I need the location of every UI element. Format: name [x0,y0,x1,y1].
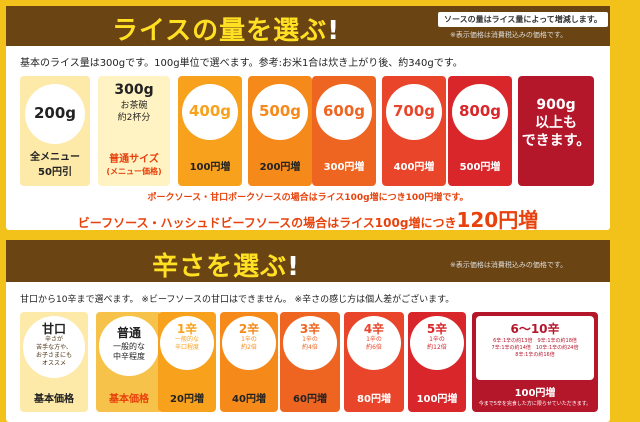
spice-level: 6〜10辛 [510,322,560,336]
rice-amount: 700g [392,102,436,120]
rice-option-400g[interactable]: 400g 100円増 [178,76,242,186]
rice-amount-circle [316,84,372,140]
rice-option-600g[interactable]: 600g 300円増 [312,76,376,186]
beef-sauce-note-text: ビーフソース・ハッシュドビーフソースの場合はライス100g増につき [77,216,457,230]
spice-detail: 1辛の 約4倍 [302,336,318,351]
rice-price-sub: (メニュー価格) [106,167,162,176]
spice-price: 60円増 [293,394,327,405]
spice-detail: 1辛の 約6倍 [366,336,382,351]
spice-level: 普通 [116,326,141,340]
rice-amount-circle [25,84,85,144]
rice-price: 200円増 [259,162,301,173]
spice-option-4[interactable]: 4辛 1辛の 約6倍 80円増 [344,312,404,412]
rice-price: 普通サイズ [109,154,159,165]
rice-amount-circle [386,84,442,140]
spice-detail: 一般的な 辛口程度 [174,336,199,351]
spice-price: 基本価格 [34,394,74,405]
beef-sauce-price: 120円増 [456,208,539,232]
rice-option-500g[interactable]: 500g 200円増 [248,76,312,186]
rice-amount-circle [452,84,508,140]
rice-amount-detail: お茶碗 約2杯分 [117,101,151,123]
rice-price: 300円増 [323,162,365,173]
spice-level-circle [23,316,85,378]
spice-option-3[interactable]: 3辛 1辛の 約4倍 60円増 [280,312,340,412]
spice-price: 100円増 [514,388,556,399]
spice-detail: 1辛の 約12倍 [427,336,447,351]
spice-header-bar: 辛さを選ぶ! ※表示価格は消費税込みの価格です。 [6,240,610,282]
spice-footnote: 今まで5辛を完食した方に限らせていただきます。 [478,401,592,407]
spice-level-circle [410,316,464,370]
rice-amount: 300g [114,82,154,98]
spice-title: 辛さを選ぶ! [152,252,300,282]
pork-sauce-note: ポークソース・甘口ポークソースの場合はライス100g増につき100円増です。 [147,193,469,203]
spice-price: 100円増 [416,394,458,405]
rice-option-300g[interactable]: 300g お茶碗 約2杯分 普通サイズ (メニュー価格) [98,76,170,186]
spice-price: 20円増 [170,394,204,405]
rice-price: 400円増 [393,162,435,173]
spice-panel: 辛さを選ぶ! ※表示価格は消費税込みの価格です。 甘口から10辛まで選べます。 … [6,240,610,422]
rice-option-800g[interactable]: 800g 500円増 [448,76,512,186]
spice-level: 甘口 [41,322,66,336]
spice-option-2[interactable]: 2辛 1辛の 約2倍 40円増 [220,312,278,412]
spice-detail: 1辛の 約2倍 [241,336,257,351]
spice-intro: 甘口から10辛まで選べます。 ※ビーフソースの甘口はできません。 ※辛さの感じ方… [20,295,455,305]
spice-option-5[interactable]: 5辛 1辛の 約12倍 100円増 [408,312,466,412]
spice-option-1[interactable]: 1辛 一般的な 辛口程度 20円増 [158,312,216,412]
spice-price: 80円増 [357,394,391,405]
spice-level-circle [222,316,276,370]
rice-panel: ライスの量を選ぶ! ソースの量はライス量によって増減します。 ※表示価格は消費税… [6,6,610,233]
spice-price: 基本価格 [109,394,149,405]
rice-amount: 400g [188,102,232,120]
spice-level-circle [160,316,214,370]
rice-price: 500円増 [459,162,501,173]
rice-header-bar: ライスの量を選ぶ! ソースの量はライス量によって増減します。 ※表示価格は消費税… [6,6,610,46]
spice-detail: 辛さが 苦手な方や、 お子さまにも オススメ [35,336,72,367]
rice-amount: 900g 以上も できます。 [521,97,591,149]
rice-option-700g[interactable]: 700g 400円増 [382,76,446,186]
spice-tax-note: ※表示価格は消費税込みの価格です。 [450,261,568,269]
rice-amount: 500g [258,102,302,120]
rice-amount-circle [252,84,308,140]
spice-level: 5辛 [426,322,448,336]
spice-detail: 一般的な 中辛程度 [113,342,145,361]
rice-tax-note: ※表示価格は消費税込みの価格です。 [450,31,568,39]
rice-amount: 600g [322,102,366,120]
spice-level: 1辛 [176,322,198,336]
rice-title: ライスの量を選ぶ! [111,16,341,46]
rice-amount: 200g [33,104,77,122]
rice-price: 100円増 [189,162,231,173]
spice-level: 4辛 [363,322,385,336]
sauce-amount-note: ソースの量はライス量によって増減します。 [438,12,608,27]
spice-level-circle [283,316,337,370]
spice-level-circle [347,316,401,370]
rice-option-200g[interactable]: 200g 全メニュー 50円引 [20,76,90,186]
rice-option-900g[interactable]: 900g 以上も できます。 [518,76,594,186]
rice-intro: 基本のライス量は300gです。100g単位で選べます。参考:お米1合は炊き上がり… [20,58,463,69]
spice-level: 2辛 [238,322,260,336]
rice-amount-circle [182,84,238,140]
spice-detail: 6辛:1辛の約13倍 9辛:1辛の約18倍 7辛:1辛の約14倍 10辛:1辛の… [491,338,579,358]
rice-price: 全メニュー 50円引 [30,152,80,178]
spice-level-box [476,316,594,380]
rice-amount: 800g [458,102,502,120]
spice-level: 3辛 [299,322,321,336]
spice-option-6-10[interactable]: 6〜10辛 6辛:1辛の約13倍 9辛:1辛の約18倍 7辛:1辛の約14倍 1… [472,312,598,412]
spice-option-normal[interactable]: 普通 一般的な 中辛程度 基本価格 [96,312,162,412]
spice-option-mild[interactable]: 甘口 辛さが 苦手な方や、 お子さまにも オススメ 基本価格 [20,312,88,412]
spice-level-circle [99,316,159,376]
beef-sauce-note: ビーフソース・ハッシュドビーフソースの場合はライス100g増につき120円増 [6,204,610,233]
spice-price: 40円増 [232,394,266,405]
